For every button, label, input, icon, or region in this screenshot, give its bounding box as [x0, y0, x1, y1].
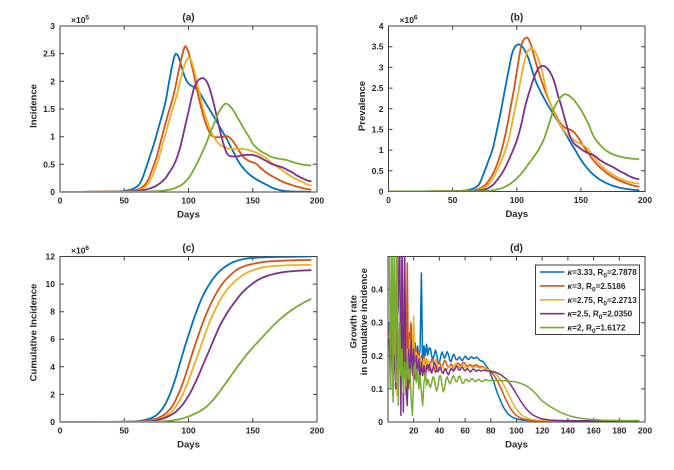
svg-text:0.5: 0.5	[372, 166, 384, 176]
svg-text:Days: Days	[177, 440, 200, 451]
svg-text:(c): (c)	[182, 243, 194, 254]
svg-text:8: 8	[50, 307, 55, 317]
svg-text:50: 50	[119, 426, 129, 436]
svg-text:1.5: 1.5	[43, 104, 55, 114]
svg-text:0.1: 0.1	[371, 384, 383, 394]
svg-text:Days: Days	[505, 209, 528, 220]
svg-text:0: 0	[58, 426, 63, 436]
svg-text:120: 120	[535, 426, 549, 436]
svg-text:1.5: 1.5	[372, 124, 384, 134]
svg-text:40: 40	[435, 426, 445, 436]
svg-text:(d): (d)	[510, 243, 523, 254]
svg-text:150: 150	[246, 196, 260, 206]
svg-text:κ=3.33, R0=2.7878: κ=3.33, R0=2.7878	[568, 268, 638, 280]
svg-text:0: 0	[58, 196, 63, 206]
svg-text:4: 4	[50, 362, 55, 372]
svg-text:100: 100	[510, 195, 524, 205]
svg-text:50: 50	[119, 196, 129, 206]
svg-text:0.2: 0.2	[371, 351, 383, 361]
svg-text:12: 12	[46, 252, 56, 262]
svg-text:0.3: 0.3	[371, 318, 383, 328]
svg-text:200: 200	[638, 426, 652, 436]
svg-text:6: 6	[50, 334, 55, 344]
svg-text:10: 10	[46, 279, 56, 289]
svg-text:1: 1	[50, 132, 55, 142]
svg-text:100: 100	[181, 196, 195, 206]
svg-text:50: 50	[448, 195, 458, 205]
svg-text:150: 150	[574, 195, 588, 205]
svg-text:140: 140	[561, 426, 575, 436]
svg-text:160: 160	[587, 426, 601, 436]
svg-text:κ=2.5, R0=2.0350: κ=2.5, R0=2.0350	[568, 310, 633, 322]
svg-text:1: 1	[379, 145, 384, 155]
svg-text:3: 3	[379, 62, 384, 72]
svg-text:2: 2	[50, 76, 55, 86]
svg-text:2: 2	[379, 104, 384, 114]
svg-text:150: 150	[246, 426, 260, 436]
svg-text:Growth rate: Growth rate	[349, 295, 360, 348]
svg-text:0: 0	[50, 187, 55, 197]
svg-text:2: 2	[50, 389, 55, 399]
svg-text:Days: Days	[177, 210, 200, 221]
svg-text:20: 20	[409, 426, 419, 436]
svg-text:3: 3	[50, 21, 55, 31]
svg-text:200: 200	[310, 426, 324, 436]
svg-text:0: 0	[386, 195, 391, 205]
svg-text:100: 100	[181, 426, 195, 436]
svg-text:Days: Days	[505, 440, 528, 451]
svg-text:60: 60	[460, 426, 470, 436]
svg-text:×105: ×105	[71, 15, 89, 26]
svg-text:80: 80	[486, 426, 496, 436]
svg-text:180: 180	[612, 426, 626, 436]
svg-text:2.5: 2.5	[43, 49, 55, 59]
svg-text:0.4: 0.4	[371, 285, 383, 295]
svg-text:×106: ×106	[400, 15, 418, 26]
svg-text:200: 200	[310, 196, 324, 206]
svg-text:(b): (b)	[510, 13, 523, 24]
svg-text:0: 0	[378, 417, 383, 427]
svg-text:in cumulative incidence: in cumulative incidence	[359, 268, 370, 375]
svg-text:4: 4	[379, 21, 384, 31]
svg-text:0.5: 0.5	[43, 159, 55, 169]
svg-text:100: 100	[509, 426, 523, 436]
svg-text:200: 200	[638, 195, 652, 205]
svg-text:Cumulative Incidence: Cumulative Incidence	[29, 284, 40, 382]
svg-text:κ=2.75, R0=2.2713: κ=2.75, R0=2.2713	[568, 296, 638, 308]
svg-text:κ=2, R0=1.6172: κ=2, R0=1.6172	[568, 324, 626, 336]
svg-text:(a): (a)	[182, 13, 194, 24]
svg-text:κ=3, R0=2.5186: κ=3, R0=2.5186	[568, 282, 626, 294]
svg-text:0: 0	[50, 417, 55, 427]
svg-text:0: 0	[379, 187, 384, 197]
svg-text:×106: ×106	[71, 245, 89, 256]
svg-text:Prevalence: Prevalence	[357, 81, 368, 131]
svg-text:3.5: 3.5	[372, 42, 384, 52]
svg-text:Incidence: Incidence	[29, 84, 40, 128]
svg-text:2.5: 2.5	[372, 83, 384, 93]
